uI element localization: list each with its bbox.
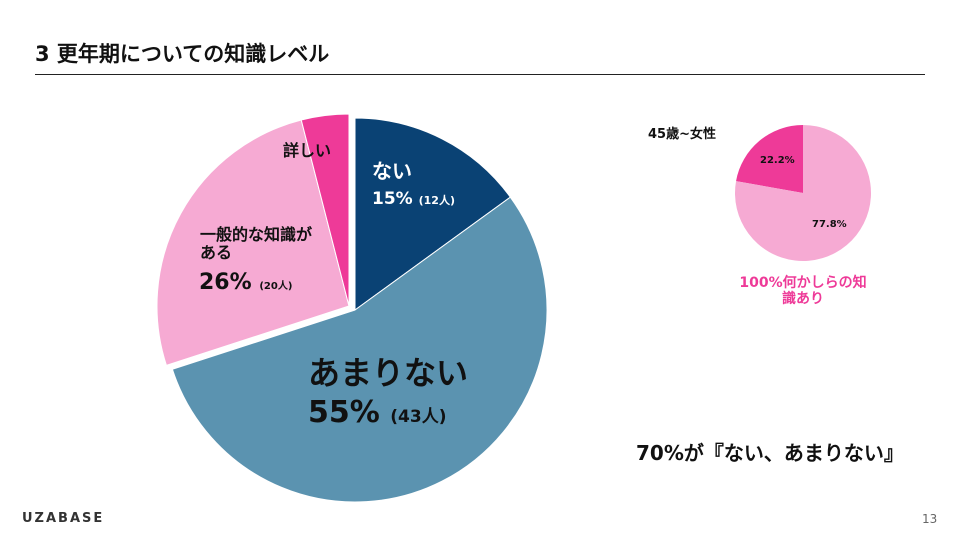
title-divider [35,74,925,75]
main-pie-slice-2 [156,119,350,366]
small-slice-label-1: 22.2% [760,155,795,166]
small-pie-title: 45歳~女性 [648,127,716,142]
page-title: 3 更年期についての知識レベル [35,42,330,66]
small-pie-slice-0 [736,125,803,193]
small-pie-slice-1 [735,125,871,261]
main-pie-slice-3 [300,113,350,307]
slice-percent-general: 26% (20人) [199,270,293,295]
slice-percent-amarinai: 55% (43人) [308,395,447,430]
small-slice-label-2: 77.8% [812,219,847,230]
slice-label-general: 一般的な知識がある [200,225,313,263]
main-pie-slice-0 [354,117,512,311]
page-number: 13 [922,512,938,526]
main-pie-slice-1 [171,196,548,503]
small-pie-note: 100%何かしらの知識あり [739,275,867,308]
slice-label-amarinai: あまりない [308,354,469,392]
slice-label-nai: ない [372,159,412,183]
callout-text: 70%が『ない、あまりない』 [636,441,904,465]
slice-percent-nai: 15% (12人) [372,189,455,209]
uzabase-logo: UZABASE [22,511,105,526]
slice-label-kuwashii: 詳しい [283,141,332,160]
